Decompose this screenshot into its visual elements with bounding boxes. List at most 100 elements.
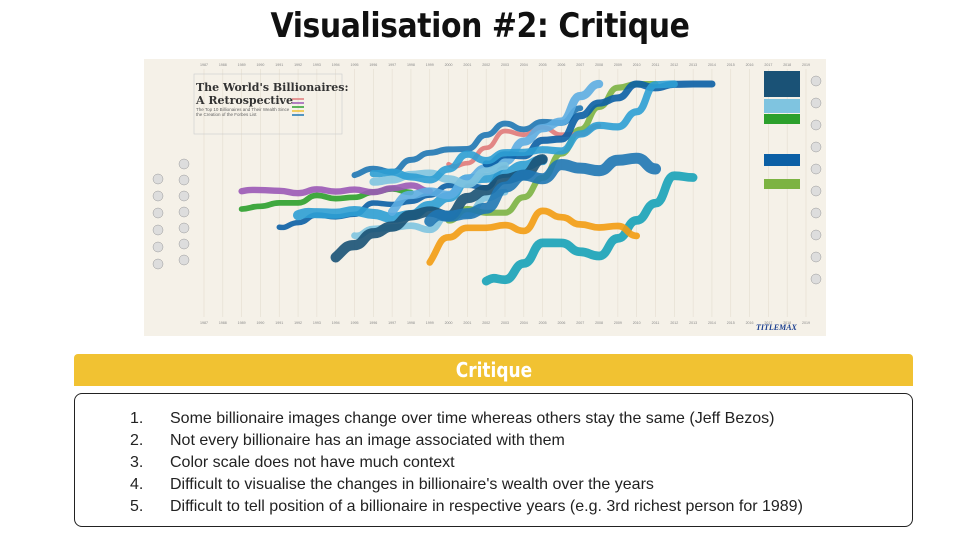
billionaire-portrait (178, 174, 190, 186)
year-label-bottom: 2000 (445, 321, 453, 325)
critique-item-number: 3. (130, 454, 144, 471)
billionaire-portrait (810, 119, 822, 131)
year-label-top: 1991 (275, 63, 283, 67)
year-label-top: 1995 (351, 63, 359, 67)
billionaire-portrait (810, 163, 822, 175)
year-label-top: 2010 (633, 63, 641, 67)
slide-title: Visualisation #2: Critique (270, 6, 690, 46)
year-label-bottom: 2016 (746, 321, 754, 325)
year-label-bottom: 2007 (576, 321, 584, 325)
year-label-bottom: 2009 (614, 321, 622, 325)
year-label-top: 2007 (576, 63, 584, 67)
critique-item: 1. Some billionaire images change over ti… (130, 408, 803, 430)
year-label-top: 2009 (614, 63, 622, 67)
critique-list: 1. Some billionaire images change over ti… (130, 408, 803, 518)
year-label-top: 1992 (294, 63, 302, 67)
critique-item-text: Difficult to tell position of a billiona… (170, 498, 803, 515)
billionaire-portrait (810, 75, 822, 87)
billionaire-portrait (810, 207, 822, 219)
billionaire-portrait (810, 97, 822, 109)
billionaire-portrait (152, 241, 164, 253)
year-label-top: 2006 (557, 63, 565, 67)
year-label-top: 2004 (520, 63, 528, 67)
year-label-top: 2001 (463, 63, 471, 67)
year-label-bottom: 2008 (595, 321, 603, 325)
year-label-top: 2005 (539, 63, 547, 67)
year-label-top: 2018 (783, 63, 791, 67)
year-label-top: 2014 (708, 63, 716, 67)
year-label-bottom: 2012 (670, 321, 678, 325)
year-label-bottom: 1999 (426, 321, 434, 325)
wealth-block (764, 99, 800, 113)
billionaire-portrait (152, 224, 164, 236)
billionaire-portrait (178, 222, 190, 234)
year-label-bottom: 1997 (388, 321, 396, 325)
year-label-bottom: 1988 (219, 321, 227, 325)
year-label-top: 2015 (727, 63, 735, 67)
year-label-top: 2017 (764, 63, 772, 67)
billionaire-portrait (810, 185, 822, 197)
wealth-block (764, 71, 800, 97)
critique-item-number: 1. (130, 410, 144, 427)
infographic-subtitle: The Top 10 Billionaires and Their Wealth… (196, 107, 290, 117)
critique-box: 1. Some billionaire images change over ti… (74, 393, 913, 527)
year-label-top: 2016 (746, 63, 754, 67)
year-label-bottom: 1994 (332, 321, 340, 325)
year-label-bottom: 2013 (689, 321, 697, 325)
year-label-top: 1999 (426, 63, 434, 67)
infographic-title-line2: A Retrospective (196, 94, 293, 107)
year-label-top: 1994 (332, 63, 340, 67)
infographic-streams: 1987 1987 1988 1988 1989 1989 1990 1990 1991 1991… (152, 63, 822, 325)
critique-item-text: Some billionaire images change over time… (170, 410, 775, 427)
year-label-top: 1993 (313, 63, 321, 67)
year-label-top: 1997 (388, 63, 396, 67)
year-label-bottom: 1989 (238, 321, 246, 325)
billionaire-portrait (152, 207, 164, 219)
year-label-top: 2012 (670, 63, 678, 67)
title-frame (193, 73, 343, 135)
billionaire-portrait (810, 141, 822, 153)
critique-item: 2. Not every billionaire has an image ass… (130, 430, 803, 452)
infographic-title: The World's Billionaires: A Retrospectiv… (196, 81, 366, 107)
wealth-stream (424, 152, 662, 227)
wealth-block (764, 179, 800, 189)
billionaire-portrait (178, 206, 190, 218)
year-label-top: 1996 (369, 63, 377, 67)
year-label-top: 2003 (501, 63, 509, 67)
titlemax-logo: TITLEMAX (756, 323, 797, 332)
wealth-stream (369, 80, 678, 184)
year-label-top: 2019 (802, 63, 810, 67)
wealth-block (764, 154, 800, 166)
year-label-bottom: 2017 (764, 321, 772, 325)
year-label-bottom: 1993 (313, 321, 321, 325)
critique-item-text: Color scale does not have much context (170, 454, 455, 471)
year-label-bottom: 2003 (501, 321, 509, 325)
year-label-top: 2008 (595, 63, 603, 67)
year-label-bottom: 1990 (256, 321, 264, 325)
wealth-stream (481, 171, 698, 286)
critique-item-text: Difficult to visualise the changes in bi… (170, 476, 654, 493)
wealth-stream (426, 207, 641, 266)
year-label-bottom: 2014 (708, 321, 716, 325)
billionaire-portrait (810, 273, 822, 285)
year-label-bottom: 2001 (463, 321, 471, 325)
critique-heading: Critique (455, 358, 532, 382)
year-label-top: 1988 (219, 63, 227, 67)
billionaire-portrait (178, 158, 190, 170)
wealth-stream (238, 182, 433, 197)
year-label-bottom: 2011 (652, 321, 660, 325)
year-label-top: 1987 (200, 63, 208, 67)
billionaires-infographic-image: 1987 1987 1988 1988 1989 1989 1990 1990 1991 1991… (144, 59, 826, 336)
billionaire-portrait (152, 190, 164, 202)
critique-item-text: Not every billionaire has an image assoc… (170, 432, 565, 449)
critique-item: 5. Difficult to tell position of a billio… (130, 496, 803, 518)
wealth-block (764, 114, 800, 124)
year-label-top: 2002 (482, 63, 490, 67)
critique-heading-bar: Critique (74, 354, 913, 386)
year-label-bottom: 1995 (351, 321, 359, 325)
year-label-bottom: 1992 (294, 321, 302, 325)
billionaire-portrait (178, 254, 190, 266)
year-label-bottom: 1996 (369, 321, 377, 325)
billionaire-portrait (810, 251, 822, 263)
year-label-bottom: 2015 (727, 321, 735, 325)
